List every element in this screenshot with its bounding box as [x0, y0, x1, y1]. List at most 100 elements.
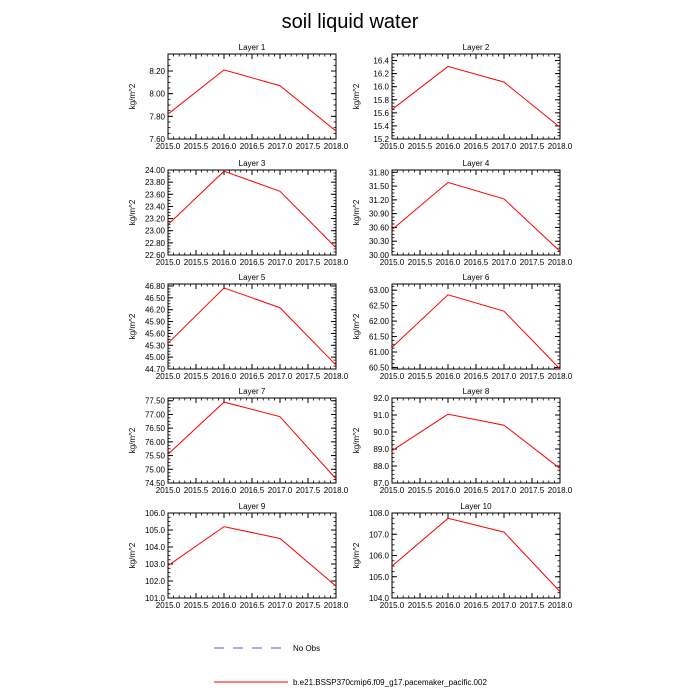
y-tick-label: 108.0: [369, 509, 390, 518]
y-tick-label: 30.30: [369, 237, 390, 246]
x-tick-label: 2015.0: [156, 601, 181, 610]
x-tick-label: 2017.0: [492, 601, 517, 610]
x-tick-label: 2016.0: [212, 258, 237, 267]
x-tick-label: 2018.0: [548, 486, 573, 495]
x-tick-label: 2016.0: [212, 601, 237, 610]
x-tick-label: 2017.5: [520, 486, 545, 495]
y-tick-label: 23.20: [145, 215, 166, 224]
x-tick-label: 2015.5: [184, 258, 209, 267]
x-tick-label: 2017.5: [520, 142, 545, 151]
y-tick-label: 77.00: [145, 410, 166, 419]
series-line: [167, 69, 337, 132]
y-tick-label: 60.50: [369, 363, 390, 372]
y-tick-label: 7.60: [149, 135, 165, 144]
y-tick-label: 24.00: [145, 166, 166, 175]
y-tick-label: 46.20: [145, 306, 166, 315]
y-tick-label: 15.2: [373, 135, 389, 144]
y-tick-label: 105.0: [145, 526, 166, 535]
series-line: [167, 170, 337, 249]
x-tick-label: 2018.0: [324, 601, 349, 610]
y-tick-label: 31.50: [369, 182, 390, 191]
x-tick-label: 2017.5: [296, 142, 321, 151]
y-tick-label: 15.8: [373, 96, 389, 105]
series-line: [391, 65, 561, 128]
x-tick-label: 2015.0: [156, 372, 181, 381]
y-tick-label: 45.90: [145, 318, 166, 327]
x-tick-label: 2016.5: [240, 601, 265, 610]
y-axis-label: kg/m^2: [352, 313, 361, 339]
y-axis-label: kg/m^2: [128, 542, 137, 568]
y-tick-label: 31.20: [369, 196, 390, 205]
x-tick-label: 2017.5: [296, 258, 321, 267]
x-tick-label: 2017.0: [268, 486, 293, 495]
y-tick-label: 15.4: [373, 122, 389, 131]
y-tick-label: 88.0: [373, 462, 389, 471]
plot-frame: [167, 283, 337, 370]
panel-title: Layer 6: [463, 273, 490, 282]
x-tick-label: 2016.0: [212, 372, 237, 381]
x-tick-label: 2017.0: [268, 372, 293, 381]
x-tick-label: 2016.0: [212, 486, 237, 495]
x-tick-label: 2016.5: [464, 486, 489, 495]
x-tick-label: 2015.0: [380, 372, 405, 381]
legend-label-model: b.e21.BSSP370cmip6.f09_g17.pacemaker_pac…: [293, 678, 487, 687]
y-tick-label: 22.60: [145, 251, 166, 260]
x-tick-label: 2015.0: [380, 258, 405, 267]
y-tick-label: 23.40: [145, 202, 166, 211]
x-tick-label: 2017.5: [520, 601, 545, 610]
panel-title: Layer 9: [239, 502, 266, 511]
x-tick-label: 2015.0: [380, 486, 405, 495]
x-tick-label: 2016.0: [436, 601, 461, 610]
x-tick-label: 2018.0: [324, 142, 349, 151]
panel-layer-6: Layer 6 kg/m^2 2015.0 2015.5 2016.0 2016.5 201…: [352, 273, 573, 381]
panel-title: Layer 7: [239, 387, 266, 396]
x-tick-label: 2016.5: [464, 372, 489, 381]
y-tick-label: 75.00: [145, 465, 166, 474]
x-tick-label: 2018.0: [324, 372, 349, 381]
y-tick-label: 45.00: [145, 353, 166, 362]
y-tick-label: 76.00: [145, 438, 166, 447]
plot-frame: [167, 169, 337, 256]
x-tick-label: 2015.5: [184, 486, 209, 495]
x-tick-label: 2015.0: [380, 601, 405, 610]
x-tick-label: 2017.0: [492, 372, 517, 381]
y-tick-label: 104.0: [369, 594, 390, 603]
y-tick-label: 23.80: [145, 178, 166, 187]
x-tick-label: 2016.0: [436, 372, 461, 381]
y-tick-label: 7.80: [149, 112, 165, 121]
panel-title: Layer 8: [463, 387, 490, 396]
x-tick-label: 2017.0: [492, 258, 517, 267]
y-tick-label: 8.20: [149, 67, 165, 76]
plot-frame: [167, 397, 337, 484]
x-tick-label: 2017.0: [268, 142, 293, 151]
plot-frame: [391, 397, 561, 484]
x-tick-label: 2016.0: [436, 142, 461, 151]
y-tick-label: 16.0: [373, 83, 389, 92]
y-tick-label: 103.0: [145, 560, 166, 569]
x-tick-label: 2015.5: [408, 258, 433, 267]
x-tick-label: 2015.5: [408, 372, 433, 381]
x-tick-label: 2017.5: [296, 486, 321, 495]
plot-frame: [391, 283, 561, 370]
y-tick-label: 105.0: [369, 573, 390, 582]
y-tick-label: 107.0: [369, 530, 390, 539]
y-axis-label: kg/m^2: [352, 83, 361, 109]
y-tick-label: 30.00: [369, 251, 390, 260]
y-tick-label: 90.0: [373, 428, 389, 437]
x-tick-label: 2015.0: [380, 142, 405, 151]
x-tick-label: 2018.0: [548, 142, 573, 151]
y-tick-label: 106.0: [145, 509, 166, 518]
x-tick-label: 2017.0: [492, 486, 517, 495]
y-tick-label: 75.50: [145, 452, 166, 461]
x-tick-label: 2015.5: [184, 601, 209, 610]
x-tick-label: 2018.0: [324, 486, 349, 495]
x-tick-label: 2016.0: [212, 142, 237, 151]
figure-title: soil liquid water: [282, 11, 419, 33]
